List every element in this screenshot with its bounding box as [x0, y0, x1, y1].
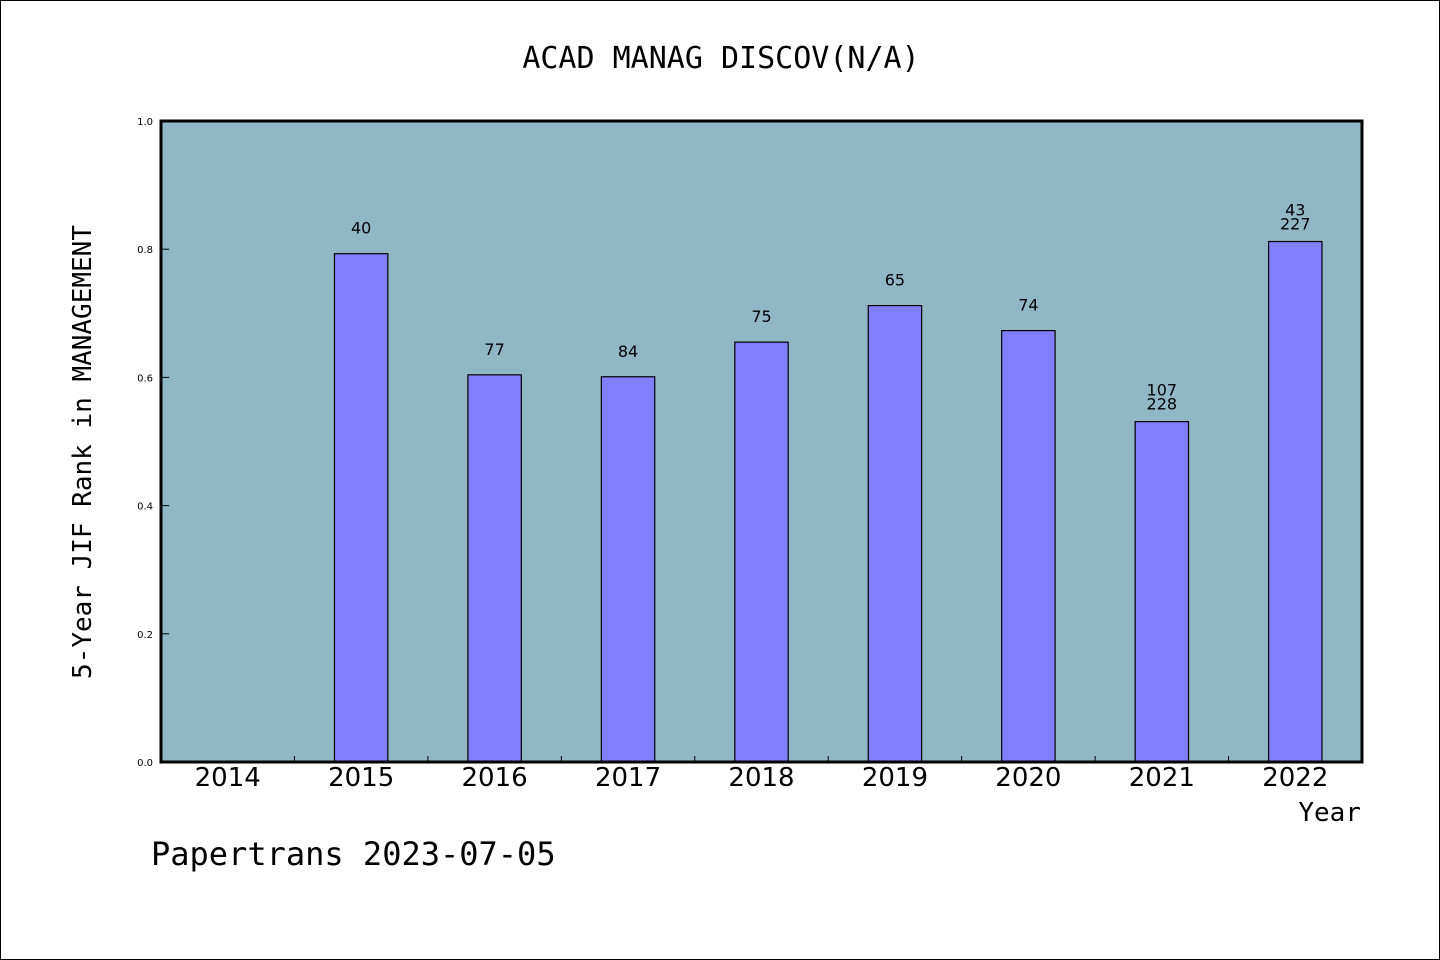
- bar-value-label: 107: [1147, 381, 1178, 400]
- y-tick-label: 0.8: [137, 245, 153, 256]
- bar-value-label: 75: [751, 307, 771, 326]
- chart-title: ACAD MANAG DISCOV(N/A): [522, 41, 919, 76]
- bar-2017: [600, 376, 656, 763]
- x-tick-label: 2015: [328, 763, 394, 793]
- plot-frame: [159, 119, 1364, 764]
- bar-2018: [734, 341, 789, 763]
- bars-group: [333, 240, 1323, 763]
- x-tick-label: 2019: [862, 763, 928, 793]
- y-tick-label: 0.0: [137, 758, 153, 769]
- bar-value-label: 65: [885, 271, 905, 290]
- watermark-text: Papertrans 2023-07-05: [151, 835, 556, 873]
- x-tick-label: 2021: [1129, 763, 1195, 793]
- y-tick-label: 1.0: [137, 117, 153, 128]
- y-tick-label: 0.6: [137, 373, 153, 384]
- bar-2021: [1134, 421, 1190, 763]
- y-tick-label: 0.4: [137, 502, 153, 513]
- bar-value-label: 84: [618, 342, 638, 361]
- bar-value-label: 77: [484, 340, 504, 359]
- bar-2022: [1267, 240, 1323, 763]
- x-tick-label: 2020: [995, 763, 1061, 793]
- x-axis-label: Year: [1298, 798, 1361, 828]
- x-tick-label: 2016: [462, 763, 528, 793]
- y-tick-label: 0.2: [137, 630, 153, 641]
- x-tick-label: 2018: [728, 763, 794, 793]
- x-tick-label: 2017: [595, 763, 661, 793]
- bar-2020: [1001, 330, 1056, 763]
- x-tick-label: 2022: [1262, 763, 1328, 793]
- bar-2019: [867, 305, 923, 763]
- bar-value-label: 74: [1018, 296, 1038, 315]
- bar-value-label: 40: [351, 219, 371, 238]
- x-axis: 2014 2015 2016 2017 2018 2019 2020 2021 2022: [195, 756, 1328, 793]
- y-axis-label: 5-Year JIF Rank in MANAGEMENT: [68, 225, 98, 679]
- x-tick-label: 2014: [195, 763, 261, 793]
- y-axis: 0.0 0.2 0.4 0.6 0.8 1.0: [137, 117, 169, 769]
- bar-value-label: 228: [1147, 395, 1178, 414]
- bar-2015: [333, 253, 389, 763]
- bar-2016: [467, 374, 522, 763]
- bar-value-label: 43: [1285, 201, 1305, 220]
- bar-value-label: 227: [1280, 215, 1311, 234]
